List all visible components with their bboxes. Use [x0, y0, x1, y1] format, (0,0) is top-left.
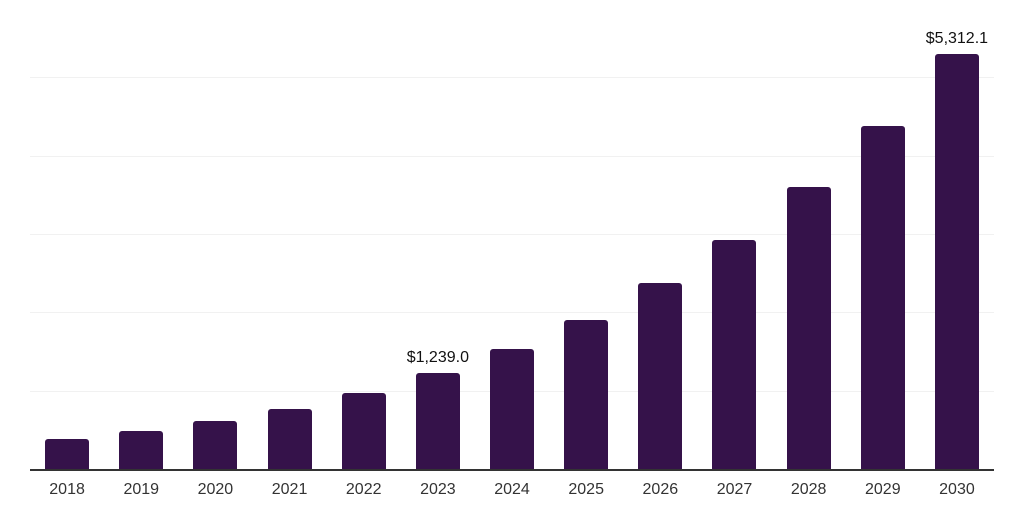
gridline-4000: [30, 155, 994, 157]
x-tick-2030: 2030: [939, 481, 975, 498]
bar-2025[interactable]: [564, 319, 609, 470]
bar-slot-2021: [252, 0, 326, 470]
x-tick-2027: 2027: [716, 481, 753, 498]
bar-slot-2023: $1,239.0: [401, 0, 475, 470]
bar-slot-2025: [549, 0, 623, 470]
x-tick-2028: 2028: [790, 481, 827, 498]
bar-slot-2018: [30, 0, 104, 470]
bar-2030[interactable]: [934, 53, 979, 470]
bar-slot-2026: [623, 0, 697, 470]
bar-slot-2029: [846, 0, 920, 470]
x-tick-2021: 2021: [271, 481, 308, 498]
x-tick-2024: 2024: [494, 481, 530, 498]
x-tick-2023: 2023: [420, 481, 456, 498]
bar-2029[interactable]: [860, 126, 905, 470]
bar-slot-2024: [475, 0, 549, 470]
x-tick-2018: 2018: [49, 481, 85, 498]
x-tick-2019: 2019: [123, 481, 160, 498]
bar-slot-2030: $5,312.1: [920, 0, 994, 470]
x-tick-2020: 2020: [197, 481, 234, 498]
value-label-2023: $1,239.0: [406, 348, 469, 366]
gridline-5000: [30, 77, 994, 79]
bar-slot-2022: [327, 0, 401, 470]
bar-slot-2020: [178, 0, 252, 470]
x-axis-line: [30, 469, 994, 471]
bar-2024[interactable]: [489, 348, 534, 470]
gridline-3000: [30, 234, 994, 235]
x-tick-2025: 2025: [568, 481, 604, 498]
bar-2026[interactable]: [638, 282, 683, 470]
x-tick-2029: 2029: [865, 481, 901, 498]
bar-slot-2027: [697, 0, 771, 470]
x-tick-2026: 2026: [642, 481, 679, 498]
bar-2027[interactable]: [712, 240, 757, 470]
value-label-2030: $5,312.1: [925, 29, 989, 47]
bar-slot-2028: [772, 0, 846, 470]
bar-2020[interactable]: [193, 420, 238, 470]
x-tick-2022: 2022: [345, 481, 382, 498]
gridline-2000: [30, 312, 994, 314]
bar-slot-2019: [104, 0, 178, 470]
plot-area: $1,239.0 $5,312.1: [30, 0, 994, 471]
bar-2028[interactable]: [786, 187, 831, 470]
bar-2021[interactable]: [267, 409, 312, 470]
bar-2019[interactable]: [119, 431, 164, 470]
bar-2023[interactable]: [415, 372, 460, 470]
x-axis-tick-labels: 2018 2019 2020 2021 2022 2023 2024 2025 2026 2027…: [30, 480, 994, 499]
bar-2022[interactable]: [341, 392, 386, 470]
bar-2018[interactable]: [45, 439, 90, 470]
